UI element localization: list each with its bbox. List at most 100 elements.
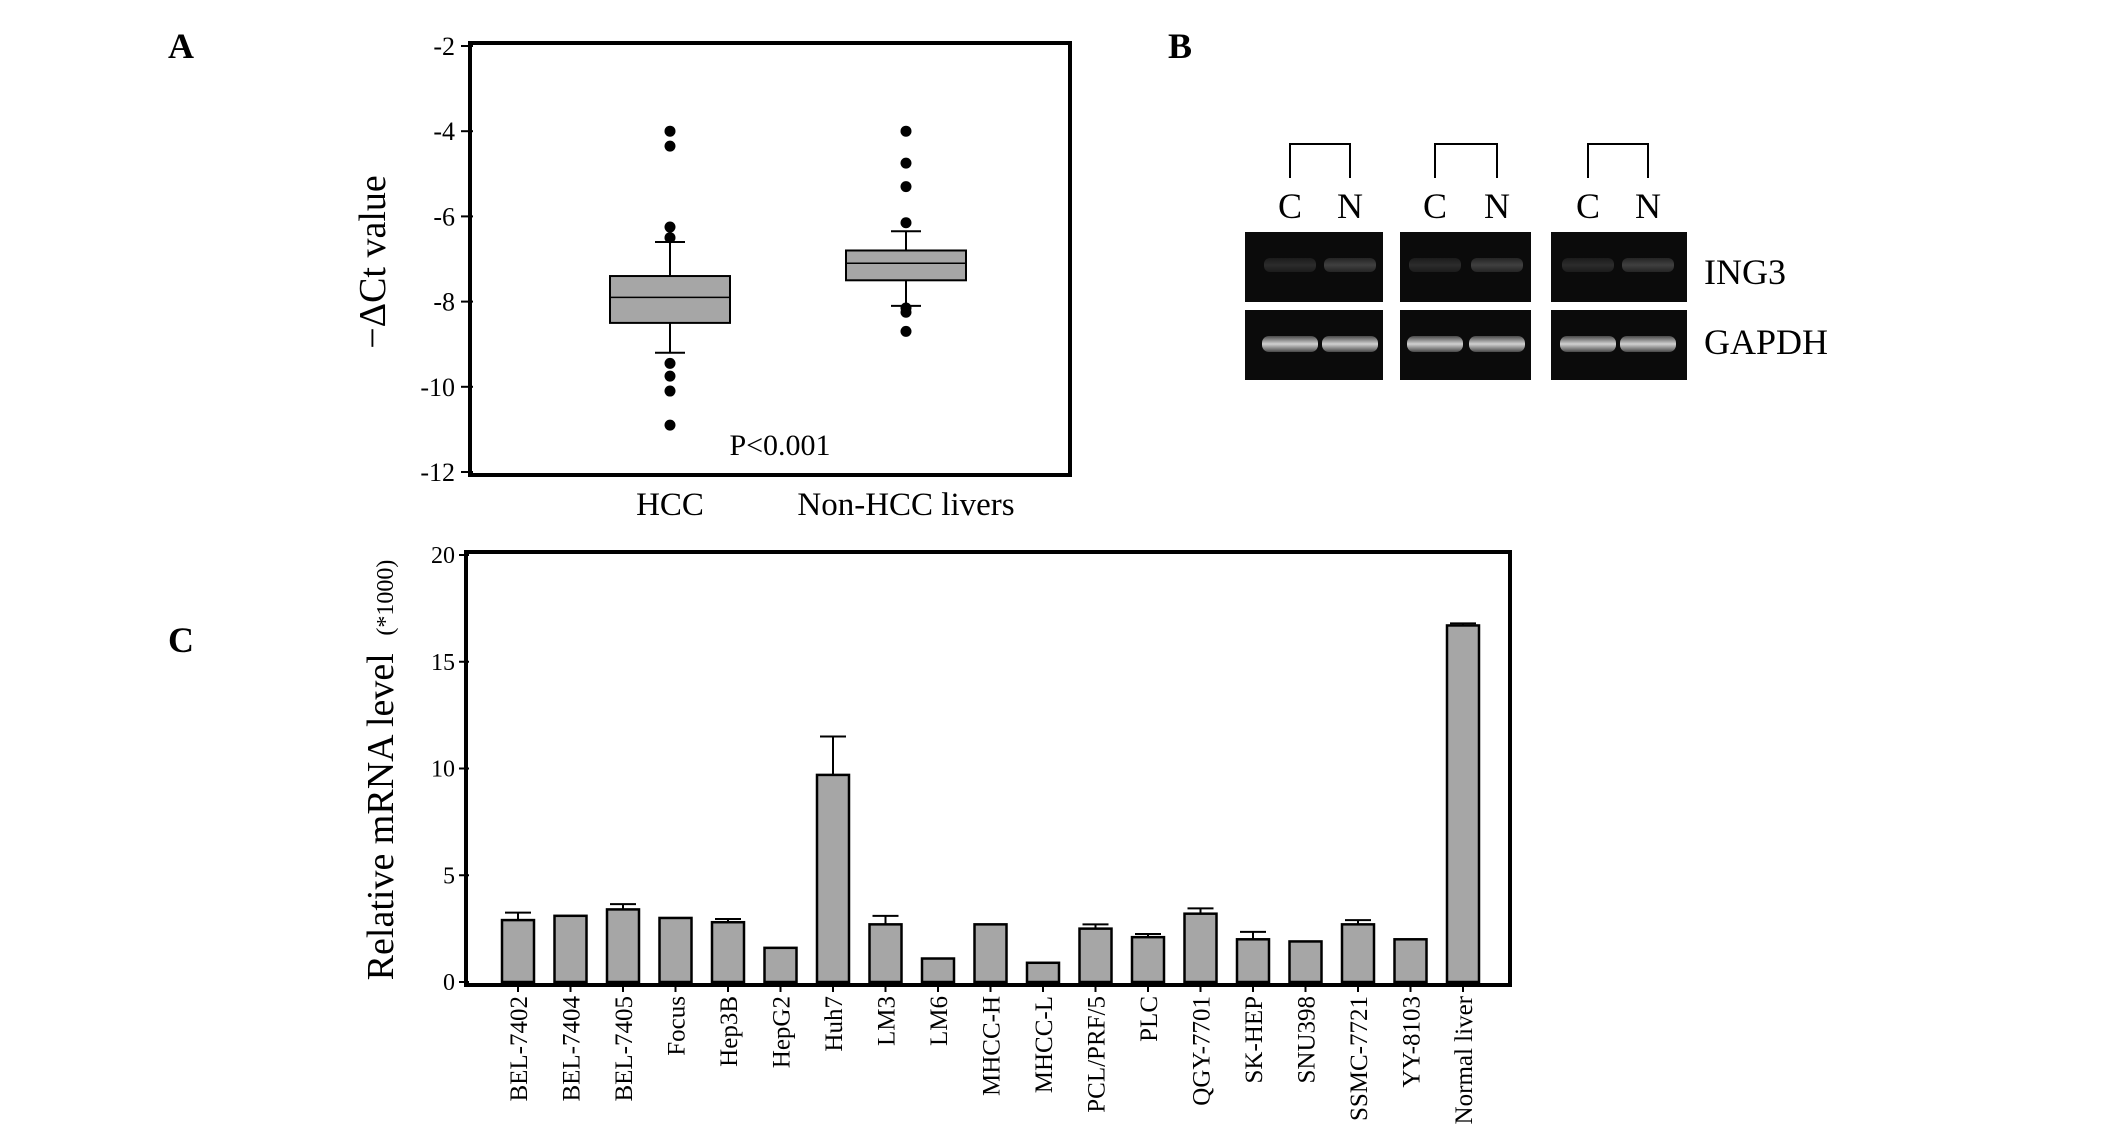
gel-band-gapdh	[1322, 336, 1378, 352]
gel-band-gapdh	[1262, 336, 1318, 352]
bar	[1340, 923, 1376, 984]
panel-c-x-label: BEL-7404	[559, 996, 586, 1102]
panel-a-y-tick-label: -8	[433, 288, 455, 317]
panel-c-bar-group	[1235, 930, 1271, 992]
outlier-point	[900, 125, 912, 137]
panel-c-x-label: BEL-7402	[506, 996, 533, 1102]
panel-b-row-label-gapdh: GAPDH	[1704, 322, 1828, 362]
panel-c-y-tick-label: 5	[443, 863, 455, 889]
panel-c-bar-group	[1393, 938, 1428, 992]
panel-c-bar-group	[658, 916, 693, 992]
panel-label-c: C	[168, 620, 194, 660]
panel-a-y-tick-label: -6	[433, 202, 455, 231]
panel-c-x-labels: BEL-7402 BEL-7404 BEL-7405 Focus Hep3B HepG2 H…	[506, 995, 1478, 1124]
panel-c-x-label: SSMC-7721	[1346, 996, 1373, 1121]
panel-c-bar-group	[815, 735, 851, 992]
outlier-point	[664, 232, 676, 244]
panel-c-x-label: SK-HEP	[1241, 996, 1268, 1084]
panel-label-a: A	[168, 26, 194, 66]
panel-c-bar-group	[973, 923, 1008, 992]
lane-bracket	[1434, 143, 1498, 178]
panel-c-x-label: YY-8103	[1399, 996, 1426, 1088]
bar	[1025, 961, 1061, 984]
panel-a-x-label: Non-HCC livers	[797, 487, 1014, 523]
panel-c-x-label: Normal liver	[1451, 995, 1478, 1124]
lane-label: N	[1484, 186, 1510, 226]
panel-c-x-label: LM6	[926, 996, 953, 1046]
panel-c-bar-group	[763, 946, 798, 992]
gel-band-ing3	[1324, 258, 1376, 272]
outlier-point	[900, 217, 912, 229]
panel-c-bar-group	[605, 903, 641, 992]
panel-label-b: B	[1168, 26, 1192, 66]
lane-bracket	[1289, 143, 1351, 178]
lane-label: C	[1278, 186, 1302, 226]
bar	[1183, 912, 1218, 984]
lane-label: C	[1423, 186, 1447, 226]
lane-bracket	[1587, 143, 1649, 178]
gel-band-ing3	[1409, 258, 1461, 272]
panel-c-y-axis-title-main: Relative mRNA level	[360, 653, 402, 980]
panel-c-bar-group	[1445, 622, 1481, 992]
outlier-point	[900, 181, 912, 193]
bar	[973, 923, 1008, 984]
panel-c-x-label: PCL/PRF/5	[1084, 996, 1111, 1113]
panel-c-x-label: PLC	[1136, 996, 1163, 1042]
panel-c-x-label: Hep3B	[716, 996, 743, 1067]
bar	[553, 914, 588, 984]
bar	[1078, 927, 1113, 984]
interquartile-box	[609, 275, 731, 324]
panel-a-x-labels: HCC Non-HCC livers	[636, 487, 1015, 523]
panel-a-y-tick-label: -4	[433, 117, 455, 146]
panel-c-x-label: SNU398	[1294, 996, 1321, 1084]
panel-a-box-2	[845, 125, 967, 337]
outlier-point	[664, 221, 676, 233]
panel-c-y-tick-label: 20	[431, 543, 455, 569]
lane-label: N	[1635, 186, 1661, 226]
bar	[605, 908, 641, 984]
panel-c-bars	[500, 622, 1481, 992]
gel-band-ing3	[1264, 258, 1316, 272]
gel-band-gapdh	[1469, 336, 1525, 352]
panel-a-x-label: HCC	[636, 487, 704, 523]
bar	[710, 920, 746, 984]
panel-c-bar-group	[500, 911, 536, 992]
bar	[1235, 938, 1271, 984]
bar	[868, 923, 903, 984]
panel-c-x-label: Huh7	[821, 996, 848, 1052]
panel-c-y-tick-label: 15	[431, 650, 455, 676]
panel-c-x-label: HepG2	[769, 996, 796, 1068]
outlier-point	[664, 357, 676, 369]
panel-c-x-label: QGY-7701	[1189, 996, 1216, 1106]
panel-a-y-tick-label: -2	[433, 32, 455, 61]
panel-a-annotation: P<0.001	[729, 429, 830, 462]
outlier-point	[664, 385, 676, 397]
panel-c-y-tick-label: 10	[431, 757, 455, 783]
panel-c-x-label: MHCC-L	[1031, 996, 1058, 1093]
panel-c-x-label: MHCC-H	[979, 996, 1006, 1096]
outlier-point	[900, 157, 912, 169]
bar	[815, 773, 851, 984]
lane-label: N	[1337, 186, 1363, 226]
gel-band-ing3	[1622, 258, 1674, 272]
bar	[500, 918, 536, 984]
bar	[1130, 935, 1166, 984]
bar	[1288, 940, 1323, 984]
outlier-point	[900, 325, 912, 337]
panel-c-y-axis-title: Relative mRNA level (*1000)	[360, 560, 402, 981]
panel-c-bar-group	[1288, 940, 1323, 992]
panel-c-bar-group	[920, 957, 956, 992]
bar	[1445, 624, 1481, 984]
gel-band-ing3	[1471, 258, 1523, 272]
panel-c-barchart: 20 15 10 5 0 Relative mRNA level (*1000) BEL…	[360, 543, 1512, 1124]
outlier-point	[900, 306, 912, 318]
panel-c-bar-group	[1183, 907, 1218, 992]
panel-c-y-ticks: 20 15 10 5 0	[431, 543, 469, 996]
panel-a-boxplot: -2 -4 -6 -8 -10 -12 −ΔCt value HCC Non-HCC liv…	[352, 32, 1072, 523]
panel-c-bar-group	[1130, 932, 1166, 992]
panel-a-y-tick-label: -10	[420, 373, 455, 402]
panel-c-y-axis-title-unit: (*1000)	[373, 560, 399, 636]
